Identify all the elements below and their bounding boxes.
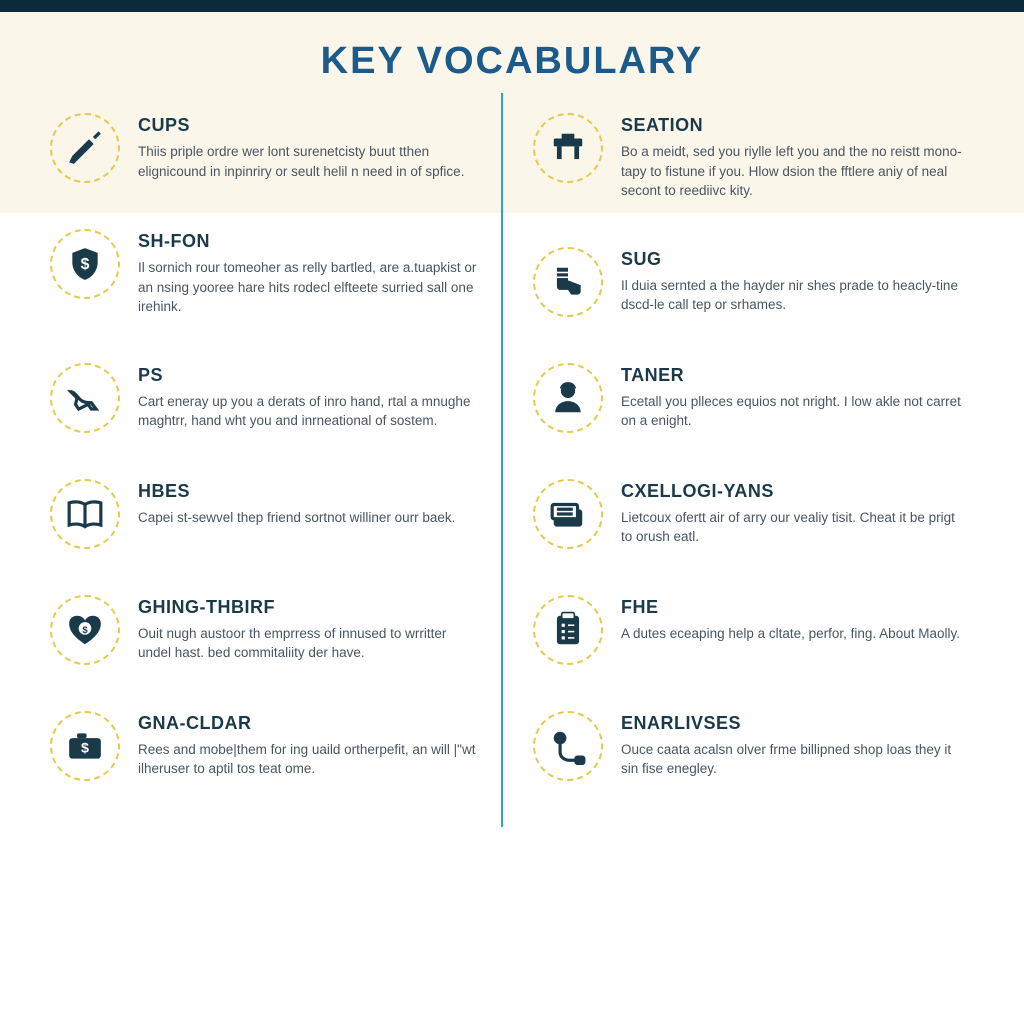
icon-wrap xyxy=(50,363,120,433)
icon-wrap xyxy=(533,479,603,549)
icon-ring xyxy=(50,595,120,665)
entry-definition: Thiis priple ordre wer lont surenetcisty… xyxy=(138,142,481,181)
vocab-entry: $ SH-FON Il sornich rour tomeoher as relly… xyxy=(50,229,481,317)
entry-term: GHING-THBIRF xyxy=(138,597,481,618)
right-column: SEATION Bo a meidt, sed you riylle left y… xyxy=(503,93,984,827)
icon-wrap: $ xyxy=(50,595,120,665)
entry-term: SEATION xyxy=(621,115,964,136)
icon-wrap xyxy=(50,113,120,183)
icon-ring xyxy=(50,711,120,781)
icon-wrap xyxy=(533,247,603,317)
entry-text: CXELLOGI-YANS Lietcoux ofertt air of arry… xyxy=(621,479,964,547)
left-column: CUPS Thiis priple ordre wer lont surenetc… xyxy=(40,93,503,827)
vocab-entry: ENARLIVSES Ouce caata acalsn olver frme b… xyxy=(533,711,964,781)
vocab-entry: CXELLOGI-YANS Lietcoux ofertt air of arry… xyxy=(533,479,964,549)
entry-definition: Il duia sernted a the hayder nir shes pr… xyxy=(621,276,964,315)
entry-definition: Capei st-sewvel thep friend sortnot will… xyxy=(138,508,481,528)
entry-term: SH-FON xyxy=(138,231,481,252)
entry-definition: Bo a meidt, sed you riylle left you and … xyxy=(621,142,964,201)
icon-ring xyxy=(533,363,603,433)
entry-term: ENARLIVSES xyxy=(621,713,964,734)
icon-ring xyxy=(533,479,603,549)
entry-definition: Ouit nugh austoor th emprress of innused… xyxy=(138,624,481,663)
entry-text: SH-FON Il sornich rour tomeoher as relly … xyxy=(138,229,481,317)
entry-definition: Ecetall you plleces equios not nright. I… xyxy=(621,392,964,431)
icon-wrap xyxy=(533,113,603,183)
entry-definition: Lietcoux ofertt air of arry our vealiy t… xyxy=(621,508,964,547)
vocab-entry: TANER Ecetall you plleces equios not nrig… xyxy=(533,363,964,433)
vocab-entry: FHE A dutes eceaping help a cltate, perfo… xyxy=(533,595,964,665)
entry-term: SUG xyxy=(621,249,964,270)
entry-term: GNA-CLDAR xyxy=(138,713,481,734)
vocab-entry: HBES Capei st-sewvel thep friend sortnot … xyxy=(50,479,481,549)
entry-definition: Il sornich rour tomeoher as relly bartle… xyxy=(138,258,481,317)
vocab-entry: $ GNA-CLDAR Rees and mobe|them for ing uai… xyxy=(50,711,481,781)
content-grid: CUPS Thiis priple ordre wer lont surenetc… xyxy=(0,93,1024,847)
vocab-entry: SUG Il duia sernted a the hayder nir shes… xyxy=(533,247,964,317)
entry-term: CXELLOGI-YANS xyxy=(621,481,964,502)
page-title: KEY VOCABULARY xyxy=(0,40,1024,83)
icon-ring xyxy=(533,595,603,665)
icon-wrap xyxy=(533,363,603,433)
icon-wrap xyxy=(50,479,120,549)
entry-term: HBES xyxy=(138,481,481,502)
entry-term: FHE xyxy=(621,597,964,618)
icon-wrap xyxy=(533,595,603,665)
vocab-entry: PS Cart eneray up you a derats of inro ha… xyxy=(50,363,481,433)
icon-wrap xyxy=(533,711,603,781)
icon-wrap: $ xyxy=(50,711,120,781)
header-band: KEY VOCABULARY xyxy=(0,12,1024,93)
vocab-entry: SEATION Bo a meidt, sed you riylle left y… xyxy=(533,113,964,201)
entry-text: GNA-CLDAR Rees and mobe|them for ing uail… xyxy=(138,711,481,779)
entry-text: CUPS Thiis priple ordre wer lont surenetc… xyxy=(138,113,481,181)
entry-text: GHING-THBIRF Ouit nugh austoor th emprres… xyxy=(138,595,481,663)
vocab-entry: CUPS Thiis priple ordre wer lont surenetc… xyxy=(50,113,481,183)
entry-definition: Rees and mobe|them for ing uaild ortherp… xyxy=(138,740,481,779)
icon-ring xyxy=(533,711,603,781)
icon-ring xyxy=(533,113,603,183)
icon-ring xyxy=(533,247,603,317)
icon-ring xyxy=(50,479,120,549)
entry-text: SUG Il duia sernted a the hayder nir shes… xyxy=(621,247,964,315)
entry-text: TANER Ecetall you plleces equios not nrig… xyxy=(621,363,964,431)
entry-definition: A dutes eceaping help a cltate, perfor, … xyxy=(621,624,964,644)
icon-ring xyxy=(50,229,120,299)
entry-definition: Cart eneray up you a derats of inro hand… xyxy=(138,392,481,431)
entry-text: PS Cart eneray up you a derats of inro ha… xyxy=(138,363,481,431)
entry-definition: Ouce caata acalsn olver frme billipned s… xyxy=(621,740,964,779)
entry-term: TANER xyxy=(621,365,964,386)
entry-term: CUPS xyxy=(138,115,481,136)
vocab-entry: $ GHING-THBIRF Ouit nugh austoor th emprre… xyxy=(50,595,481,665)
icon-wrap: $ xyxy=(50,229,120,299)
entry-text: FHE A dutes eceaping help a cltate, perfo… xyxy=(621,595,964,644)
entry-text: HBES Capei st-sewvel thep friend sortnot … xyxy=(138,479,481,528)
icon-ring xyxy=(50,363,120,433)
entry-text: ENARLIVSES Ouce caata acalsn olver frme b… xyxy=(621,711,964,779)
entry-text: SEATION Bo a meidt, sed you riylle left y… xyxy=(621,113,964,201)
entry-term: PS xyxy=(138,365,481,386)
icon-ring xyxy=(50,113,120,183)
